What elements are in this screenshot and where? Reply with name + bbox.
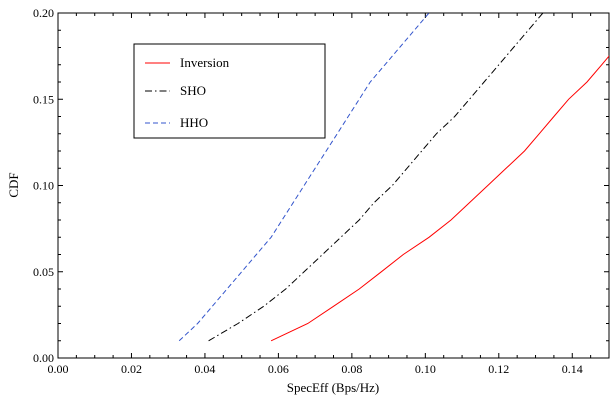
- x-tick-label: 0.06: [268, 362, 289, 376]
- y-tick-label: 0.15: [33, 92, 54, 106]
- legend-label-inversion: Inversion: [180, 55, 230, 70]
- y-tick-label: 0.00: [33, 351, 54, 365]
- x-tick-labels: 0.00 0.02 0.04 0.06 0.08 0.10 0.12 0.14: [48, 362, 583, 376]
- x-tick-label: 0.02: [121, 362, 142, 376]
- legend: Inversion SHO HHO: [133, 43, 326, 139]
- series-layer: [178, 13, 609, 342]
- legend-label-hho: HHO: [180, 115, 208, 130]
- series-line-inversion: [270, 55, 609, 342]
- x-tick-label: 0.14: [562, 362, 583, 376]
- x-tick-label: 0.10: [415, 362, 436, 376]
- x-axis-title: SpecEff (Bps/Hz): [287, 380, 380, 395]
- x-tick-label: 0.12: [488, 362, 509, 376]
- y-tick-label: 0.20: [33, 6, 54, 20]
- series-line-sho: [208, 13, 544, 342]
- y-tick-label: 0.05: [33, 265, 54, 279]
- series-line-hho: [178, 13, 430, 342]
- y-tick-labels: 0.00 0.05 0.10 0.15 0.20: [33, 6, 54, 365]
- legend-label-sho: SHO: [180, 83, 206, 98]
- y-tick-label: 0.10: [33, 179, 54, 193]
- axis-ticks: [57, 12, 610, 359]
- y-axis-title: CDF: [6, 172, 21, 197]
- x-tick-label: 0.08: [341, 362, 362, 376]
- x-tick-label: 0.04: [194, 362, 215, 376]
- x-tick-label: 0.00: [48, 362, 69, 376]
